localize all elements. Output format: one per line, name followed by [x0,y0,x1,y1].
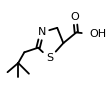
Text: OH: OH [89,29,106,39]
Text: O: O [70,12,79,22]
Text: S: S [46,53,53,63]
Text: N: N [38,27,46,37]
